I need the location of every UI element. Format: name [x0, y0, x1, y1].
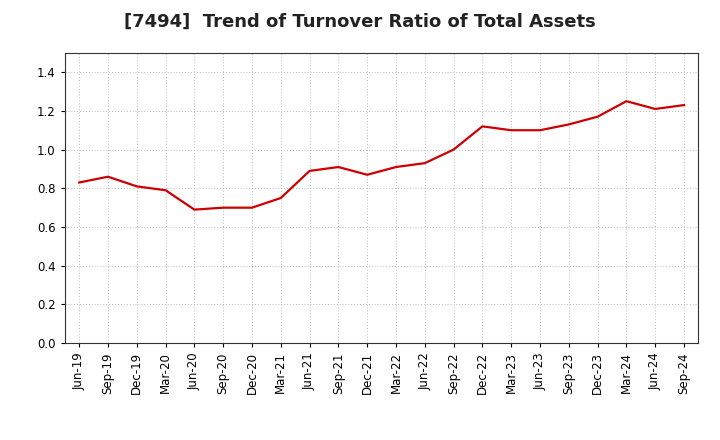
Text: [7494]  Trend of Turnover Ratio of Total Assets: [7494] Trend of Turnover Ratio of Total … — [124, 13, 596, 31]
